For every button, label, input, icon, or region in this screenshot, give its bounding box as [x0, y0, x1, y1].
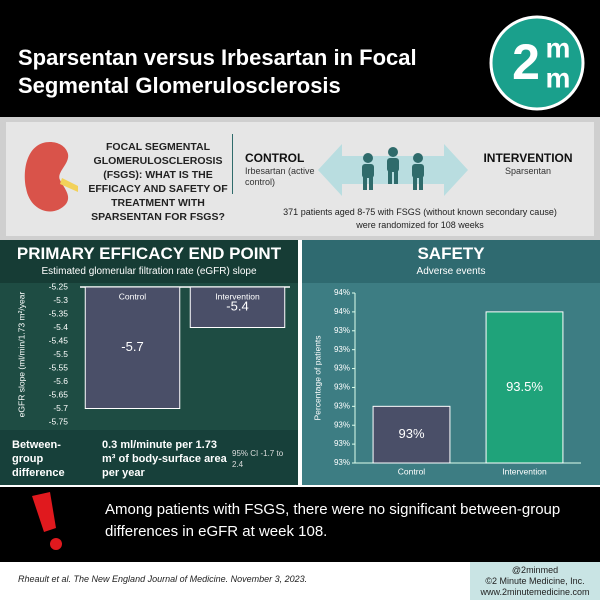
y-tick-label: 94%: [334, 307, 350, 316]
y-tick-label: -5.65: [49, 389, 69, 399]
value-label: -5.7: [121, 339, 143, 354]
population: 371 patients aged 8-75 with FSGS (withou…: [283, 207, 557, 230]
intervention-detail: Sparsentan: [504, 166, 552, 176]
credit: @2minmed: [511, 565, 559, 575]
alert-text: Among patients with FSGS, there were no …: [105, 501, 561, 540]
question: FOCAL SEGMENTAL GLOMERULOSCLEROSIS (FSGS…: [88, 141, 228, 223]
y-tick-label: -5.35: [49, 308, 69, 318]
category-label: Control: [119, 291, 147, 301]
study-box: [6, 122, 594, 236]
control-detail: Irbesartan (active control): [245, 166, 315, 187]
y-tick-label: 93%: [334, 364, 350, 373]
difference-ci: 95% CI -1.7 to 2.4: [232, 449, 284, 469]
title: Sparsentan versus Irbesartan in Focal Se…: [18, 45, 417, 98]
chart-subtitle: Adverse events: [416, 266, 486, 277]
exclamation-bar: [32, 492, 56, 532]
arms-icon: [318, 144, 468, 196]
y-tick-label: -5.45: [49, 335, 69, 345]
credit: www.2minutemedicine.com: [480, 587, 590, 597]
y-tick-label: 93%: [334, 326, 350, 335]
y-tick-label: 93%: [334, 345, 350, 354]
citation: Rheault et al. The New England Journal o…: [18, 574, 308, 584]
category-label: Control: [398, 466, 426, 476]
alert-icon: [32, 492, 62, 550]
efficacy-heading: [0, 240, 298, 283]
y-tick-label: 94%: [334, 288, 350, 297]
value-label: 93.5%: [506, 379, 543, 394]
difference-label: Between-group difference: [12, 439, 65, 479]
chart-title: SAFETY: [417, 244, 485, 263]
credits: @2minmed ©2 Minute Medicine, Inc. www.2m…: [470, 562, 600, 600]
safety-heading: [302, 240, 600, 283]
logo-text: 2: [512, 34, 540, 90]
control-label: CONTROL: [245, 151, 305, 165]
summary-row: [0, 430, 298, 485]
value-label: -5.4: [226, 299, 248, 314]
chart-title: PRIMARY EFFICACY END POINT: [16, 244, 282, 263]
kidney-icon: [24, 142, 78, 212]
y-tick-label: 93%: [334, 439, 350, 448]
y-tick-label: 93%: [334, 458, 350, 467]
ureter: [60, 178, 78, 192]
y-tick-label: -5.3: [53, 295, 68, 305]
kidney: [24, 142, 69, 212]
difference-value: 0.3 ml/minute per 1.73 m³ of body-surfac…: [102, 439, 227, 479]
credit: ©2 Minute Medicine, Inc.: [485, 576, 585, 586]
y-tick-label: 93%: [334, 420, 350, 429]
y-tick-label: -5.5: [53, 349, 68, 359]
y-tick-label: -5.25: [49, 283, 69, 291]
efficacy-chart: -5.25 -5.3 -5.35 -5.4 -5.45 -5.5 -5.55 -5.6 -5.6…: [16, 283, 290, 426]
y-tick-label: -5.7: [53, 403, 68, 413]
y-tick-label: 93%: [334, 383, 350, 392]
divider: [232, 134, 233, 194]
chart-subtitle: Estimated glomerular filtration rate (eG…: [41, 266, 257, 277]
y-axis-label: eGFR slope (ml/min/1.73 m²/year: [16, 292, 26, 418]
logo-text: m: [546, 32, 571, 63]
alert-bar: [0, 487, 600, 562]
people: [362, 147, 424, 190]
bar: [485, 311, 564, 464]
y-axis-label: Percentage of patients: [312, 335, 322, 420]
logo: 2 m m: [489, 15, 585, 111]
safety-chart: 93% 93% 93% 93% 93% 93% 93% 93% 94% 94% Percentage…: [312, 288, 581, 476]
category-label: Intervention: [215, 291, 260, 301]
y-tick-label: -5.4: [53, 322, 68, 332]
logo-circle: [489, 15, 585, 111]
y-tick-label: -5.6: [53, 376, 68, 386]
bar: [372, 405, 451, 464]
y-tick-label: 93%: [334, 401, 350, 410]
y-tick-label: -5.75: [49, 416, 69, 426]
category-label: Intervention: [502, 466, 547, 476]
value-label: 93%: [398, 426, 424, 441]
bar: [189, 286, 286, 328]
bar: [84, 286, 181, 409]
y-tick-label: -5.55: [49, 362, 69, 372]
exclamation-dot: [50, 538, 62, 550]
logo-text: m: [546, 62, 571, 93]
intervention-label: INTERVENTION: [483, 151, 573, 165]
